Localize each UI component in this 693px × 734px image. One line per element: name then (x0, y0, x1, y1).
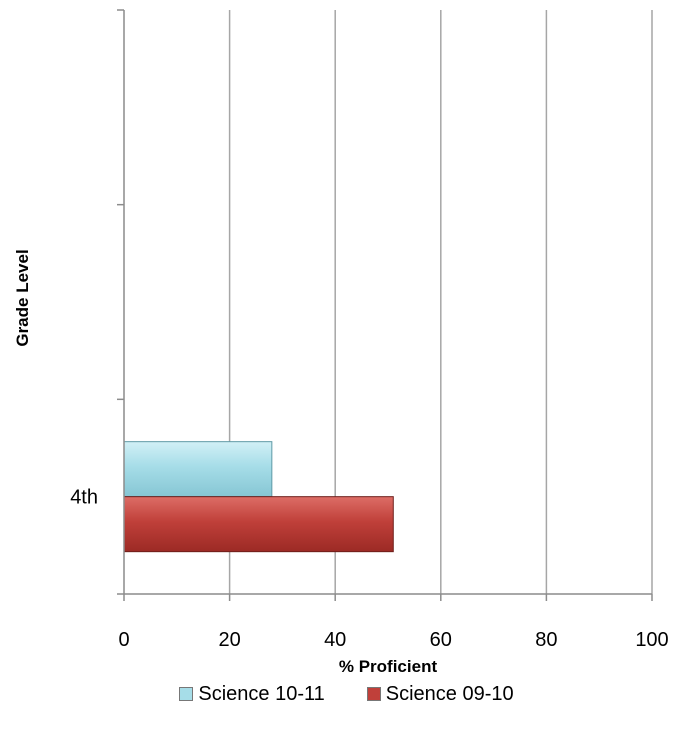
x-tick-label: 100 (635, 629, 668, 651)
x-axis-title: % Proficient (339, 657, 438, 676)
legend-item-series-0: Science 10-11 (179, 682, 325, 706)
legend-label-series-0: Science 10-11 (198, 682, 325, 705)
x-tick-label: 0 (118, 629, 129, 651)
legend-label-series-1: Science 09-10 (385, 682, 514, 705)
legend-swatch-series-0 (179, 687, 194, 701)
x-tick-label: 60 (430, 629, 452, 651)
legend-swatch-series-1 (366, 687, 381, 701)
y-tick-label: 4th (70, 487, 98, 509)
bar-series-1-4th (123, 496, 394, 553)
x-tick-label: 20 (218, 629, 240, 651)
bar-series-0-4th (123, 441, 273, 498)
x-tick-label: 80 (535, 629, 557, 651)
legend-item-series-1: Science 09-10 (366, 682, 514, 706)
legend: Science 10-11 Science 09-10 (0, 676, 693, 712)
x-tick-label: 40 (324, 629, 346, 651)
y-axis-title: Grade Level (13, 249, 32, 346)
bar-chart: 0 20 40 60 80 100 4th % Proficient Grade Level (13, 9, 669, 676)
